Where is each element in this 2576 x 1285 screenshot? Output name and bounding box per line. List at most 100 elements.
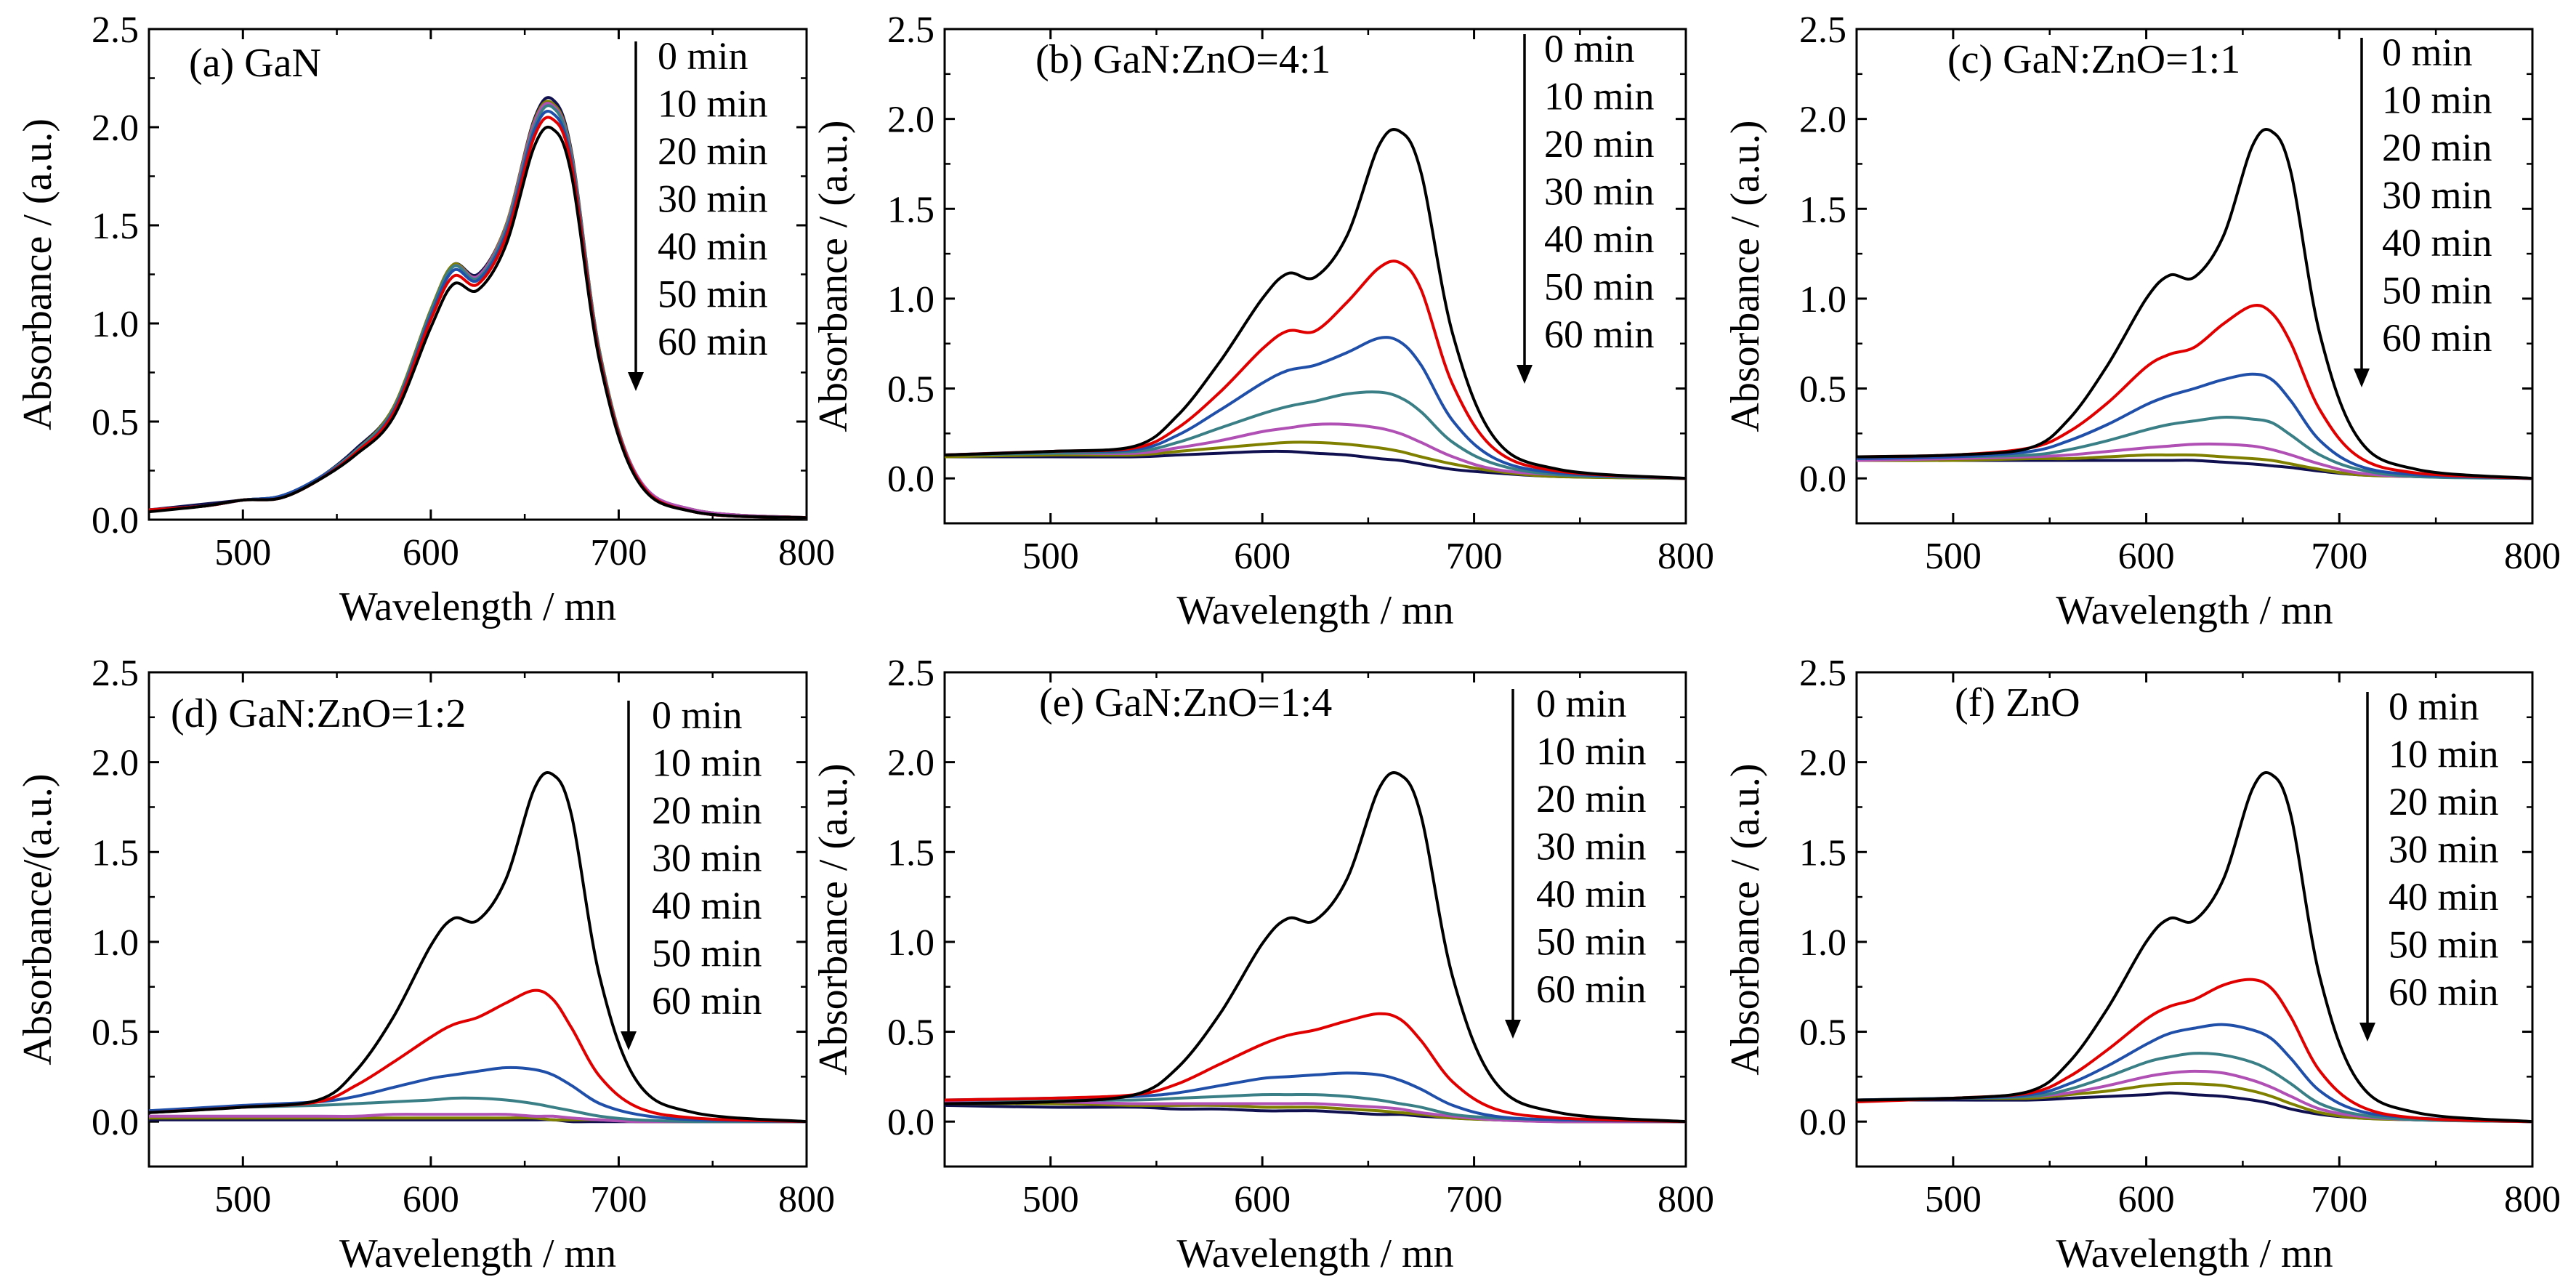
x-tick-label: 700 (1446, 536, 1503, 577)
x-tick-label: 500 (1022, 536, 1079, 577)
legend-entry: 50 min (2382, 269, 2492, 313)
x-tick-label: 600 (2118, 536, 2175, 577)
y-tick-label: 0.0 (1799, 1102, 1846, 1143)
legend-entry: 50 min (1544, 265, 1655, 309)
legend-entry: 60 min (2382, 316, 2492, 360)
x-axis-title: Wavelength / mn (1176, 1231, 1453, 1276)
y-tick-label: 2.5 (92, 653, 139, 694)
panel-label: (a) GaN (189, 41, 321, 86)
time-arrow-head (2354, 368, 2370, 387)
legend-entry: 30 min (2389, 828, 2499, 871)
series-line-40-min (945, 1100, 1686, 1124)
legend-entry: 20 min (1544, 122, 1655, 166)
x-tick-label: 500 (1925, 536, 1982, 577)
time-arrow-head (1505, 1020, 1521, 1039)
panel-label: (c) GaN:ZnO=1:1 (1947, 37, 2240, 82)
legend-entry: 30 min (1536, 825, 1647, 869)
legend-entry: 0 min (652, 693, 743, 737)
y-tick-label: 1.5 (887, 832, 934, 874)
legend-entry: 20 min (1536, 777, 1647, 821)
x-tick-label: 500 (214, 532, 271, 573)
x-tick-label: 700 (590, 532, 647, 573)
legend-entry: 50 min (658, 273, 768, 316)
x-tick-label: 800 (2504, 536, 2561, 577)
series-line-30-min (1857, 416, 2532, 480)
x-tick-label: 700 (2311, 536, 2367, 577)
x-tick-label: 600 (403, 1179, 459, 1220)
y-tick-label: 1.0 (92, 304, 139, 345)
y-tick-label: 0.0 (1799, 459, 1846, 500)
panel-label: (f) ZnO (1955, 680, 2080, 725)
series-line-0-min (149, 771, 807, 1124)
y-axis-title: Absorbance / (a.u.) (1723, 120, 1768, 432)
y-tick-label: 2.0 (1799, 743, 1846, 784)
y-tick-label: 2.5 (1799, 9, 1846, 51)
legend-entry: 10 min (2389, 733, 2499, 776)
x-tick-label: 600 (1234, 1179, 1291, 1220)
legend-entry: 50 min (1536, 920, 1647, 964)
series-line-20-min (1857, 372, 2532, 480)
legend-entry: 30 min (658, 177, 768, 221)
y-axis-title: Absorbance / (a.u.) (1723, 763, 1768, 1075)
panel-a: 500 600 700 800 0.0 0.5 1.0 1.5 2.0 2.5 Wavelength… (15, 9, 835, 629)
x-tick-label: 600 (2118, 1179, 2175, 1220)
x-axis-title: Wavelength / mn (2056, 1231, 2333, 1276)
x-tick-label: 800 (2504, 1179, 2561, 1220)
legend-entry: 40 min (658, 225, 768, 268)
x-axis-title: Wavelength / mn (339, 584, 616, 629)
x-tick-label: 700 (590, 1179, 647, 1220)
series-line-50-min (1857, 1081, 2532, 1124)
series-line-10-min (1857, 978, 2532, 1124)
panel-c: 500 600 700 800 0.0 0.5 1.0 1.5 2.0 2.5 Wavelength… (1723, 9, 2561, 633)
legend-entry: 0 min (2389, 685, 2479, 728)
legend-entry: 10 min (652, 741, 762, 785)
plot-frame (943, 28, 1687, 525)
series-line-40-min (149, 1113, 807, 1124)
legend-entry: 20 min (658, 129, 768, 173)
plot-frame (943, 671, 1687, 1168)
series-line-0-min (945, 771, 1686, 1124)
y-tick-label: 0.5 (92, 1012, 139, 1054)
series-line-30-min (945, 1092, 1686, 1124)
y-tick-label: 2.5 (887, 653, 934, 694)
series-line-20-min (945, 336, 1686, 480)
series-line-0-min (1857, 771, 2532, 1124)
series-line-60-min (945, 449, 1686, 480)
y-axis-title: Absorbance / (a.u.) (15, 118, 60, 430)
series-line-10-min (945, 259, 1686, 480)
panel-e: 500 600 700 800 0.0 0.5 1.0 1.5 2.0 2.5 Wavelength… (811, 653, 1714, 1276)
y-axis-title: Absorbance / (a.u.) (811, 763, 856, 1075)
legend-entry: 20 min (2382, 126, 2492, 169)
y-tick-label: 2.0 (887, 100, 934, 141)
legend-entry: 30 min (1544, 170, 1655, 214)
y-tick-label: 0.5 (1799, 369, 1846, 411)
plot-frame (1855, 671, 2534, 1168)
time-arrow-head (621, 1031, 637, 1050)
x-tick-label: 500 (1925, 1179, 1982, 1220)
series-line-10-min (945, 1012, 1686, 1124)
legend-entry: 60 min (1544, 313, 1655, 356)
x-tick-label: 600 (1234, 536, 1291, 577)
legend-entry: 40 min (652, 884, 762, 927)
y-tick-label: 0.0 (887, 1102, 934, 1143)
x-tick-label: 600 (403, 532, 459, 573)
y-tick-label: 0.0 (92, 1102, 139, 1143)
y-tick-label: 0.0 (92, 500, 139, 541)
x-tick-label: 800 (778, 532, 835, 573)
time-arrow-head (1517, 365, 1533, 384)
legend-entry: 40 min (2389, 875, 2499, 919)
time-arrow-head (628, 372, 644, 391)
series-line-50-min (1857, 453, 2532, 480)
legend-entry: 0 min (1544, 27, 1635, 71)
legend-entry: 60 min (1536, 967, 1647, 1011)
y-tick-label: 2.0 (1799, 100, 1846, 141)
y-tick-label: 1.5 (92, 206, 139, 247)
legend-entry: 40 min (1544, 217, 1655, 261)
legend-entry: 60 min (2389, 970, 2499, 1014)
x-tick-label: 700 (2311, 1179, 2367, 1220)
y-tick-label: 1.5 (1799, 189, 1846, 230)
y-tick-label: 1.0 (887, 279, 934, 321)
x-tick-label: 800 (1658, 1179, 1714, 1220)
legend-entry: 60 min (658, 320, 768, 363)
panel-label: (d) GaN:ZnO=1:2 (171, 691, 466, 736)
